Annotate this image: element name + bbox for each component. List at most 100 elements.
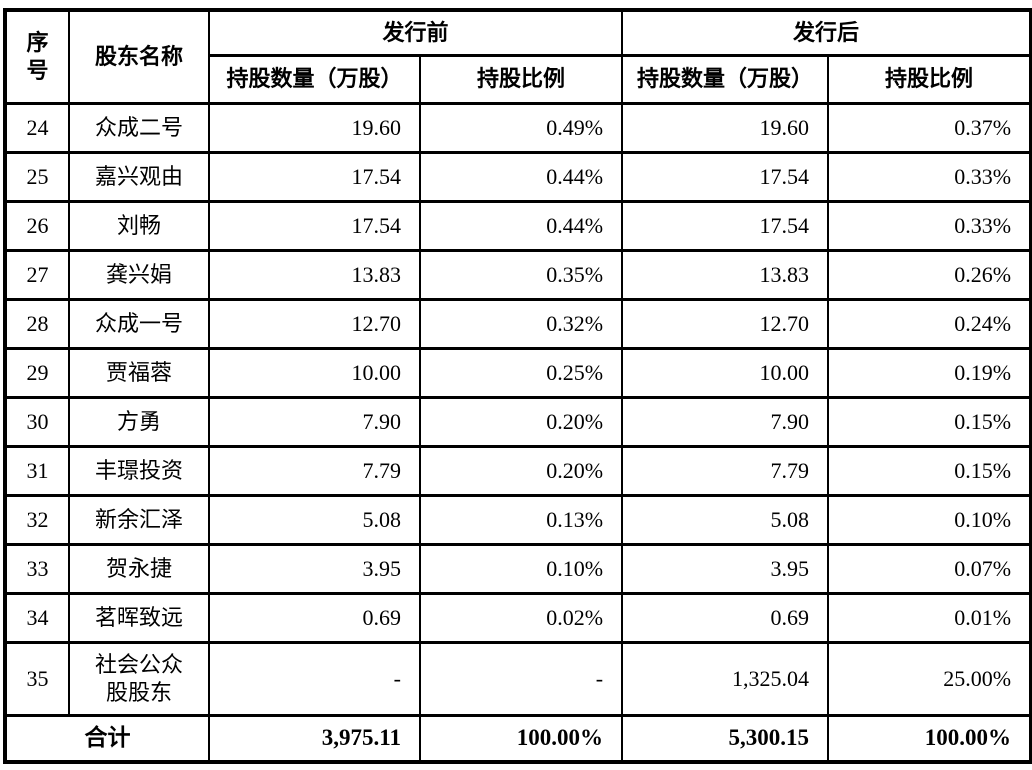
shareholder-name-cell: 新余汇泽: [68, 493, 210, 546]
pre-ratio-cell: 0.20%: [418, 395, 624, 448]
col-header-pre-issue: 发行前: [207, 8, 624, 57]
pre-qty-cell: 17.54: [208, 150, 421, 203]
pre-ratio-cell: 0.49%: [418, 101, 624, 154]
pre-ratio-cell: 0.32%: [418, 297, 624, 350]
post-qty-cell: 17.54: [621, 150, 830, 203]
table-row: 35 社会公众 股股东 - - 1,325.04 25.00%: [4, 640, 1032, 717]
index-cell: 24: [4, 101, 70, 154]
table-row: 32 新余汇泽 5.08 0.13% 5.08 0.10%: [4, 493, 1032, 546]
shareholder-name-cell: 茗晖致远: [68, 591, 210, 644]
post-ratio-cell: 0.15%: [827, 395, 1032, 448]
post-qty-cell: 7.79: [621, 444, 830, 497]
shareholder-name-cell: 方勇: [68, 395, 210, 448]
pre-ratio-cell: 0.13%: [418, 493, 624, 546]
post-qty-cell: 5.08: [621, 493, 830, 546]
col-header-post-issue: 发行后: [621, 8, 1032, 57]
table-row: 31 丰璟投资 7.79 0.20% 7.79 0.15%: [4, 444, 1032, 497]
post-ratio-cell: 0.37%: [827, 101, 1032, 154]
shareholder-name-cell: 众成一号: [68, 297, 210, 350]
total-post-ratio-cell: 100.00%: [827, 713, 1032, 764]
post-qty-cell: 10.00: [621, 346, 830, 399]
pre-ratio-cell: 0.02%: [418, 591, 624, 644]
table-row: 28 众成一号 12.70 0.32% 12.70 0.24%: [4, 297, 1032, 350]
table-row: 26 刘畅 17.54 0.44% 17.54 0.33%: [4, 199, 1032, 252]
index-cell: 29: [4, 346, 70, 399]
total-post-qty-cell: 5,300.15: [621, 713, 830, 764]
pre-qty-cell: 3.95: [208, 542, 421, 595]
table-row: 29 贾福蓉 10.00 0.25% 10.00 0.19%: [4, 346, 1032, 399]
pre-qty-cell: -: [208, 640, 421, 717]
shareholder-table: 序 号 股东名称 发行前 发行后 持股数量（万股） 持股比例 持股数量（万股） …: [3, 8, 1032, 764]
table-row: 27 龚兴娟 13.83 0.35% 13.83 0.26%: [4, 248, 1032, 301]
shareholder-name-cell: 贾福蓉: [68, 346, 210, 399]
pre-qty-cell: 17.54: [208, 199, 421, 252]
pre-ratio-cell: 0.20%: [418, 444, 624, 497]
post-ratio-cell: 0.10%: [827, 493, 1032, 546]
pre-qty-cell: 5.08: [208, 493, 421, 546]
shareholder-name-cell: 刘畅: [68, 199, 210, 252]
index-cell: 35: [4, 640, 70, 717]
post-ratio-cell: 0.24%: [827, 297, 1032, 350]
table-row: 24 众成二号 19.60 0.49% 19.60 0.37%: [4, 101, 1032, 154]
shareholder-name-cell: 贺永捷: [68, 542, 210, 595]
col-header-post-qty: 持股数量（万股）: [621, 53, 830, 105]
post-ratio-cell: 0.33%: [827, 150, 1032, 203]
post-ratio-cell: 0.19%: [827, 346, 1032, 399]
post-qty-cell: 1,325.04: [621, 640, 830, 717]
pre-ratio-cell: -: [418, 640, 624, 717]
pre-qty-cell: 7.79: [208, 444, 421, 497]
total-label-cell: 合计: [4, 713, 210, 764]
table-header-row-1: 序 号 股东名称 发行前 发行后: [4, 8, 1032, 105]
total-pre-ratio-cell: 100.00%: [418, 713, 624, 764]
shareholder-name-cell: 嘉兴观由: [68, 150, 210, 203]
pre-ratio-cell: 0.44%: [418, 150, 624, 203]
col-header-pre-ratio: 持股比例: [418, 53, 624, 105]
post-qty-cell: 17.54: [621, 199, 830, 252]
pre-qty-cell: 0.69: [208, 591, 421, 644]
pre-ratio-cell: 0.10%: [418, 542, 624, 595]
post-ratio-cell: 0.15%: [827, 444, 1032, 497]
post-ratio-cell: 0.33%: [827, 199, 1032, 252]
pre-ratio-cell: 0.25%: [418, 346, 624, 399]
post-qty-cell: 7.90: [621, 395, 830, 448]
table-row: 30 方勇 7.90 0.20% 7.90 0.15%: [4, 395, 1032, 448]
index-cell: 28: [4, 297, 70, 350]
table-header-row-2: 持股数量（万股） 持股比例 持股数量（万股） 持股比例: [5, 53, 1032, 105]
col-header-post-ratio: 持股比例: [827, 53, 1032, 105]
shareholder-name-cell: 龚兴娟: [68, 248, 210, 301]
post-qty-cell: 3.95: [621, 542, 830, 595]
pre-qty-cell: 19.60: [208, 101, 421, 154]
post-qty-cell: 0.69: [621, 591, 830, 644]
pre-ratio-cell: 0.35%: [418, 248, 624, 301]
pre-qty-cell: 12.70: [208, 297, 421, 350]
post-ratio-cell: 25.00%: [827, 640, 1032, 717]
table-row: 25 嘉兴观由 17.54 0.44% 17.54 0.33%: [4, 150, 1032, 203]
total-pre-qty-cell: 3,975.11: [208, 713, 421, 764]
post-qty-cell: 13.83: [621, 248, 830, 301]
table-row: 34 茗晖致远 0.69 0.02% 0.69 0.01%: [4, 591, 1032, 644]
post-qty-cell: 19.60: [621, 101, 830, 154]
index-cell: 30: [4, 395, 70, 448]
index-cell: 27: [4, 248, 70, 301]
shareholder-name-cell: 丰璟投资: [68, 444, 210, 497]
col-header-shareholder-name: 股东名称: [68, 8, 210, 105]
index-cell: 32: [4, 493, 70, 546]
pre-qty-cell: 10.00: [208, 346, 421, 399]
index-cell: 26: [4, 199, 70, 252]
pre-qty-cell: 7.90: [208, 395, 421, 448]
index-cell: 33: [4, 542, 70, 595]
pre-qty-cell: 13.83: [208, 248, 421, 301]
index-cell: 34: [4, 591, 70, 644]
col-header-index: 序 号: [4, 8, 70, 105]
index-cell: 31: [4, 444, 70, 497]
table-row: 33 贺永捷 3.95 0.10% 3.95 0.07%: [4, 542, 1032, 595]
pre-ratio-cell: 0.44%: [418, 199, 624, 252]
shareholder-name-cell: 众成二号: [68, 101, 210, 154]
col-header-pre-qty: 持股数量（万股）: [208, 53, 421, 105]
post-ratio-cell: 0.07%: [827, 542, 1032, 595]
post-qty-cell: 12.70: [621, 297, 830, 350]
post-ratio-cell: 0.01%: [827, 591, 1032, 644]
table-total-row: 合计 3,975.11 100.00% 5,300.15 100.00%: [4, 713, 1032, 764]
index-cell: 25: [4, 150, 70, 203]
shareholder-name-cell: 社会公众 股股东: [68, 640, 210, 717]
